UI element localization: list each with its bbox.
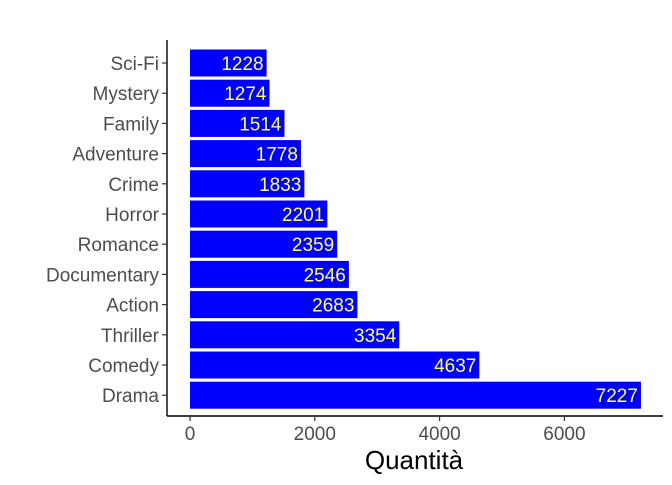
y-tick-label: Family: [103, 114, 159, 135]
bar-comedy: [190, 351, 480, 379]
x-axis-title: Quantità: [365, 445, 464, 475]
data-label: 7227: [596, 386, 638, 407]
y-axis: Sci-Fi Mystery Family Adventure Crime Horror R…: [46, 40, 168, 416]
y-tick-label: Action: [106, 296, 159, 317]
y-tick-label: Drama: [102, 386, 159, 407]
data-label: 3354: [354, 326, 397, 347]
data-label: 1228: [221, 54, 263, 75]
y-tick-label: Sci-Fi: [110, 54, 159, 75]
y-tick-label: Horror: [105, 205, 160, 226]
y-tick-label: Documentary: [46, 265, 159, 286]
data-label: 2201: [282, 205, 324, 226]
bar-horror: [190, 200, 328, 228]
x-tick-label: 6000: [543, 424, 585, 445]
bar-thriller: [190, 321, 400, 349]
x-tick-label: 4000: [418, 424, 460, 445]
y-tick-label: Adventure: [72, 145, 159, 166]
bar-sci-fi: [190, 49, 267, 77]
bar-drama: [190, 381, 641, 409]
data-label: 1514: [239, 114, 282, 135]
data-label: 2546: [304, 265, 346, 286]
x-axis: 0 2000 4000 6000: [167, 415, 663, 445]
x-tick-label: 2000: [294, 424, 336, 445]
y-tick-label: Crime: [108, 175, 159, 196]
data-label: 4637: [434, 356, 476, 377]
bar-action: [190, 291, 358, 319]
y-tick-label: Romance: [78, 235, 159, 256]
data-labels-layer: 1228 1274 1514 1778 1833 2201 2359 2546 26833354…: [221, 54, 638, 407]
data-label: 2359: [292, 235, 334, 256]
y-tick-label: Thriller: [101, 326, 160, 347]
data-label: 1833: [259, 175, 301, 196]
x-tick-label: 0: [185, 424, 196, 445]
data-label: 1778: [256, 145, 298, 166]
bars-layer: [190, 49, 641, 409]
y-tick-label: Mystery: [93, 84, 160, 105]
data-label: 1274: [224, 84, 267, 105]
data-label: 2683: [312, 296, 354, 317]
bar-crime: [190, 170, 305, 198]
bar-romance: [190, 230, 338, 258]
y-tick-label: Comedy: [88, 356, 159, 377]
bar-documentary: [190, 260, 349, 288]
bar-adventure: [190, 140, 301, 168]
bar-family: [190, 109, 285, 137]
bar-mystery: [190, 79, 270, 107]
